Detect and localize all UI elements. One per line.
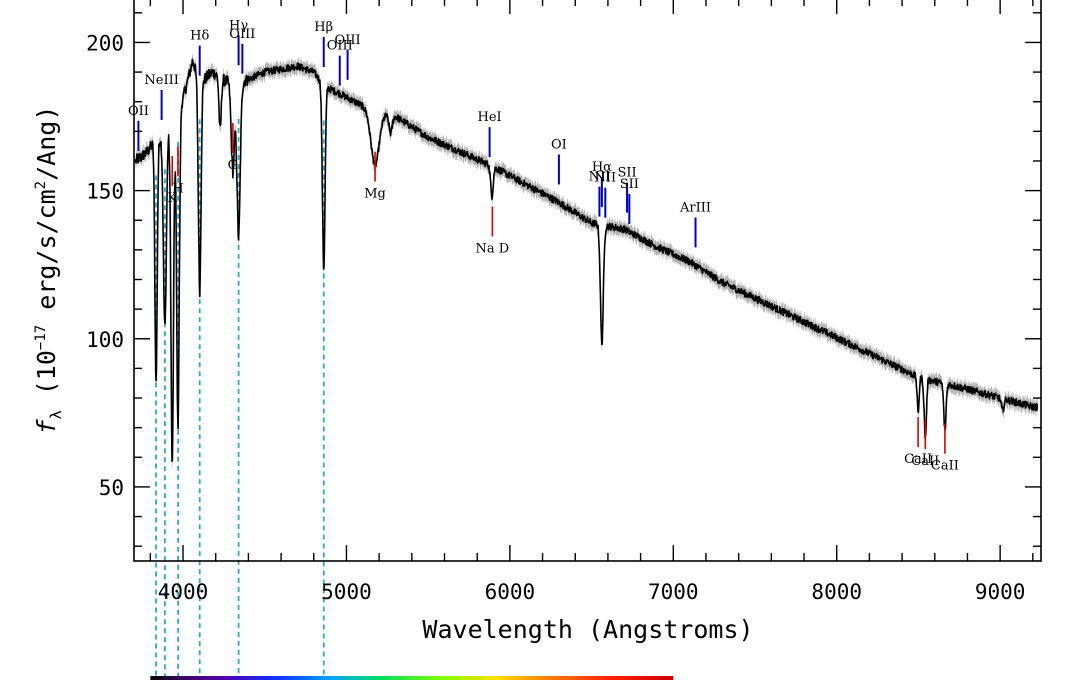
absorption-line-label: G (228, 158, 238, 173)
y-axis-middle: erg/s/cm (32, 189, 61, 324)
wavelength-color-bar (150, 676, 674, 680)
error-band (135, 52, 1038, 469)
emission-line-label: SII (617, 166, 636, 181)
x-tick-label: 4000 (158, 580, 209, 604)
x-axis-ticks: 4000 5000 6000 7000 8000 9000 (149, 0, 1034, 604)
y-axis-subscript: λ (47, 410, 65, 419)
emission-line-label: Hδ (190, 29, 209, 44)
absorption-line-label: H (172, 181, 183, 196)
x-tick-label: 8000 (811, 580, 862, 604)
y-axis-exponent: −17 (33, 325, 49, 350)
emission-line-label: HeI (478, 110, 502, 125)
absorption-line-label: K (167, 191, 177, 206)
y-tick-label: 50 (99, 476, 124, 500)
absorption-line-label: Na D (476, 241, 510, 256)
y-axis-ticks: 50 100 150 200 (86, 12, 1041, 547)
emission-line-label: NII (589, 170, 611, 185)
absorption-line-label: CaII (911, 454, 939, 469)
plot-frame (133, 0, 1042, 562)
absorption-line-label: Mg (364, 187, 386, 202)
x-tick-label: 6000 (485, 580, 536, 604)
emission-line-label: OIII (327, 39, 353, 54)
x-tick-label: 7000 (648, 580, 699, 604)
y-axis-prefix: (10 (32, 350, 61, 410)
y-tick-label: 150 (86, 180, 124, 204)
x-axis-label: Wavelength (Angstroms) (422, 615, 753, 644)
emission-line-label: OIII (335, 33, 361, 48)
spectrum-series (134, 58, 1039, 463)
emission-line-label: SII (620, 177, 639, 192)
x-tick-label: 9000 (975, 580, 1026, 604)
y-axis-exponent2: 2 (33, 181, 49, 189)
balmer-guide-lines (155, 118, 325, 680)
emission-line-label: OI (551, 137, 567, 152)
y-tick-label: 200 (86, 31, 124, 55)
y-axis-symbol: f (32, 418, 61, 434)
emission-line-label: Hβ (314, 20, 333, 35)
emission-line-label: NeIII (144, 73, 178, 88)
y-axis-suffix: /Ang) (32, 106, 61, 181)
emission-line-label: ArIII (679, 200, 711, 215)
absorption-line-label: CaII (904, 452, 932, 467)
y-axis-label: fλ (10−17 erg/s/cm2/Ang) (32, 106, 65, 435)
y-tick-label: 100 (86, 328, 124, 352)
emission-line-label: NII (594, 171, 616, 186)
emission-line-label: OII (128, 104, 149, 119)
emission-line-label: Hα (592, 160, 612, 175)
spectrum-error-band (135, 52, 1038, 469)
emission-line-label: OIII (229, 27, 255, 42)
absorption-line-label: CaII (931, 459, 959, 474)
emission-line-label: Hγ (229, 18, 248, 33)
x-tick-label: 5000 (321, 580, 372, 604)
spectrum-line (134, 58, 1039, 463)
